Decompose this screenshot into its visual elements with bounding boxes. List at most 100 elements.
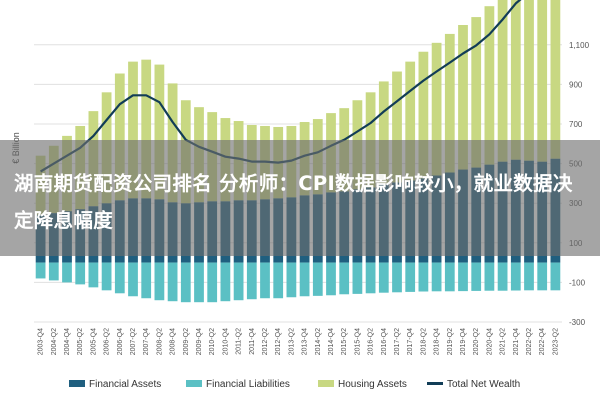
- bar-financial-liabilities: [75, 262, 86, 285]
- bar-financial-liabilities: [431, 262, 442, 292]
- bar-financial-liabilities: [286, 262, 297, 298]
- x-tick-label: 2017-Q2: [394, 328, 401, 355]
- bar-housing-assets: [550, 0, 561, 159]
- legend-label: Financial Liabilities: [206, 379, 290, 390]
- x-tick-label: 2018-Q4: [434, 328, 441, 355]
- bar-financial-liabilities: [510, 262, 521, 291]
- bar-financial-liabilities: [405, 262, 416, 292]
- bar-housing-assets: [444, 33, 455, 173]
- x-tick-label: 2022-Q2: [526, 328, 533, 355]
- x-tick-label: 2011-Q2: [236, 328, 243, 355]
- bar-housing-assets: [405, 61, 416, 181]
- bar-housing-assets: [458, 25, 468, 170]
- bar-financial-liabilities: [154, 262, 165, 301]
- bar-financial-liabilities: [392, 262, 402, 293]
- bar-financial-liabilities: [524, 262, 534, 291]
- bar-housing-assets: [471, 17, 482, 168]
- legend: Financial Assets Financial Liabilities Hou…: [69, 379, 520, 390]
- bar-housing-assets: [141, 59, 152, 199]
- x-tick-label: 2014-Q4: [328, 328, 335, 355]
- headline-text: 湖南期货配资公司排名 分析师：CPI数据影响较小，就业数据决定降息幅度: [14, 172, 573, 232]
- bar-housing-assets: [484, 6, 495, 165]
- bar-financial-liabilities: [141, 262, 152, 299]
- x-tick-label: 2014-Q2: [315, 328, 322, 355]
- bar-financial-liabilities: [88, 262, 99, 288]
- x-tick-label: 2006-Q2: [104, 328, 111, 355]
- x-tick-label: 2023-Q2: [552, 328, 559, 355]
- bar-financial-liabilities: [312, 262, 323, 296]
- bar-housing-assets: [114, 73, 125, 201]
- bar-financial-liabilities: [180, 262, 191, 303]
- bar-financial-liabilities: [207, 262, 218, 303]
- y-tick-label: -300: [569, 318, 586, 327]
- bar-financial-liabilities: [48, 262, 59, 281]
- y-tick-label: -100: [569, 278, 586, 287]
- x-tick-label: 2004-Q4: [64, 328, 71, 355]
- headline-banner: 湖南期货配资公司排名 分析师：CPI数据影响较小，就业数据决定降息幅度: [0, 140, 600, 256]
- x-tick-label: 2006-Q4: [117, 328, 124, 355]
- x-tick-label: 2021-Q4: [513, 328, 520, 355]
- bar-financial-liabilities: [444, 262, 455, 292]
- x-tick-label: 2018-Q2: [420, 328, 427, 355]
- x-tick-label: 2019-Q2: [447, 328, 454, 355]
- bar-financial-liabilities: [326, 262, 336, 296]
- x-tick-label: 2003-Q4: [38, 328, 45, 355]
- x-tick-label: 2012-Q4: [275, 328, 282, 355]
- x-tick-label: 2008-Q2: [156, 328, 163, 355]
- y-tick-label: 700: [569, 120, 583, 129]
- x-tick-label: 2010-Q4: [222, 328, 229, 355]
- bar-housing-assets: [154, 64, 165, 200]
- x-tick-label: 2020-Q2: [473, 328, 480, 355]
- y-tick-label: 1,100: [569, 41, 590, 50]
- x-tick-label: 2015-Q4: [354, 328, 361, 355]
- x-tick-label: 2005-Q2: [77, 328, 84, 355]
- bar-financial-liabilities: [167, 262, 178, 302]
- legend-label: Financial Assets: [89, 379, 161, 390]
- bar-financial-liabilities: [550, 262, 561, 291]
- bar-housing-assets: [418, 51, 429, 179]
- bar-financial-liabilities: [114, 262, 125, 294]
- bar-housing-assets: [524, 0, 534, 161]
- bar-financial-liabilities: [458, 262, 468, 292]
- bar-housing-assets: [365, 92, 376, 188]
- x-tick-label: 2017-Q4: [407, 328, 414, 355]
- legend-label: Housing Assets: [338, 379, 407, 390]
- x-tick-label: 2011-Q4: [249, 328, 256, 355]
- x-tick-label: 2009-Q4: [196, 328, 203, 355]
- bar-housing-assets: [128, 61, 138, 199]
- x-tick-label: 2021-Q2: [500, 328, 507, 355]
- x-tick-label: 2020-Q4: [486, 328, 493, 355]
- x-tick-label: 2015-Q2: [341, 328, 348, 355]
- bar-financial-liabilities: [378, 262, 389, 293]
- x-tick-label: 2016-Q2: [368, 328, 375, 355]
- bar-financial-liabilities: [497, 262, 508, 291]
- bar-financial-liabilities: [339, 262, 350, 295]
- bar-financial-liabilities: [194, 262, 204, 303]
- x-tick-label: 2009-Q2: [183, 328, 190, 355]
- bar-financial-liabilities: [484, 262, 495, 291]
- bar-housing-assets: [378, 81, 389, 185]
- x-tick-label: 2012-Q2: [262, 328, 269, 355]
- legend-swatch: [69, 380, 85, 387]
- bar-financial-liabilities: [260, 262, 270, 299]
- x-tick-label: 2019-Q4: [460, 328, 467, 355]
- x-tick-label: 2008-Q4: [170, 328, 177, 355]
- bar-housing-assets: [392, 71, 402, 183]
- bar-housing-assets: [497, 0, 508, 162]
- bar-financial-liabilities: [299, 262, 310, 297]
- bar-housing-assets: [537, 0, 548, 162]
- x-tick-label: 2013-Q2: [288, 328, 295, 355]
- bar-housing-assets: [510, 0, 521, 160]
- legend-swatch: [318, 380, 334, 387]
- y-tick-label: 900: [569, 80, 583, 89]
- bar-financial-liabilities: [273, 262, 284, 299]
- legend-swatch: [427, 382, 443, 385]
- bar-financial-liabilities: [246, 262, 257, 300]
- bar-financial-liabilities: [62, 262, 72, 283]
- bar-financial-liabilities: [128, 262, 138, 297]
- x-tick-label: 2013-Q4: [302, 328, 309, 355]
- x-axis-ticks: 2003-Q4 2004-Q2 2004-Q4 2005-Q2 2005-Q4 2006-…: [38, 328, 560, 355]
- x-tick-label: 2010-Q2: [209, 328, 216, 355]
- bar-financial-liabilities: [101, 262, 112, 291]
